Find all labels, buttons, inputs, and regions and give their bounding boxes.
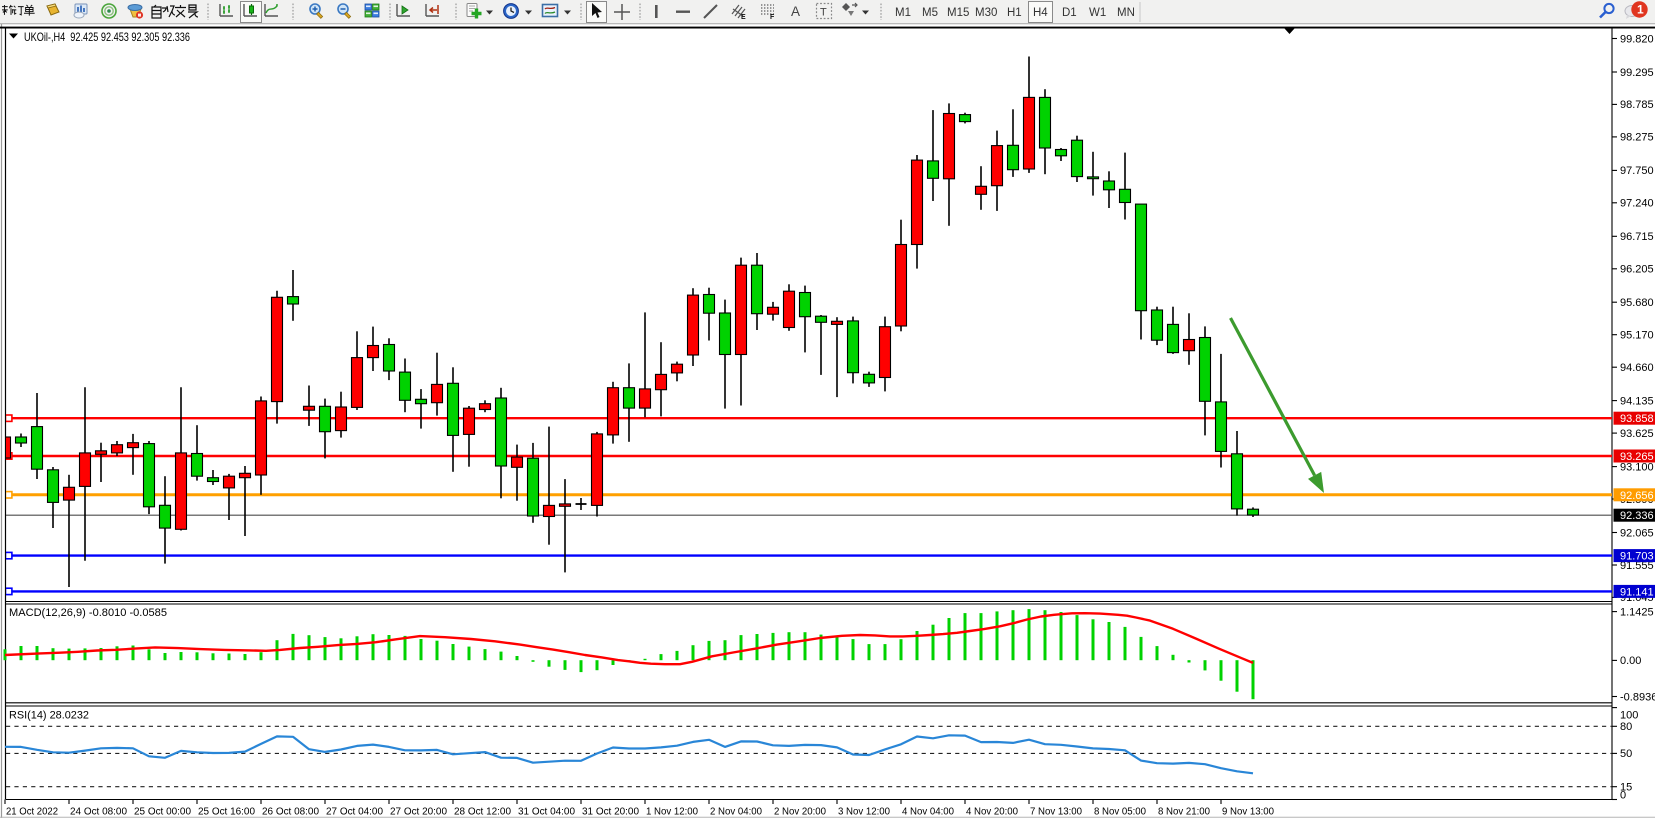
svg-text:95.680: 95.680 bbox=[1620, 297, 1654, 309]
svg-text:0.00: 0.00 bbox=[1620, 655, 1641, 667]
svg-text:1: 1 bbox=[1637, 3, 1644, 17]
svg-text:97.240: 97.240 bbox=[1620, 198, 1654, 210]
svg-text:1 Nov 12:00: 1 Nov 12:00 bbox=[646, 807, 698, 818]
svg-text:91.703: 91.703 bbox=[1620, 551, 1654, 563]
svg-text:92.065: 92.065 bbox=[1620, 527, 1654, 539]
svg-text:50: 50 bbox=[1620, 748, 1632, 760]
svg-text:28 Oct 12:00: 28 Oct 12:00 bbox=[454, 807, 511, 818]
svg-text:E: E bbox=[741, 14, 746, 21]
svg-text:M15: M15 bbox=[947, 7, 969, 19]
svg-text:93.265: 93.265 bbox=[1620, 451, 1654, 463]
svg-text:80: 80 bbox=[1620, 721, 1632, 733]
svg-text:0: 0 bbox=[1620, 789, 1626, 801]
svg-text:4 Nov 04:00: 4 Nov 04:00 bbox=[902, 807, 954, 818]
svg-text:T: T bbox=[820, 7, 827, 19]
svg-text:21 Oct 2022: 21 Oct 2022 bbox=[6, 807, 58, 818]
svg-text:95.170: 95.170 bbox=[1620, 330, 1654, 342]
svg-text:2 Nov 04:00: 2 Nov 04:00 bbox=[710, 807, 762, 818]
svg-text:3 Nov 12:00: 3 Nov 12:00 bbox=[838, 807, 890, 818]
svg-text:8 Nov 21:00: 8 Nov 21:00 bbox=[1158, 807, 1210, 818]
svg-text:98.275: 98.275 bbox=[1620, 132, 1654, 144]
svg-text:9 Nov 13:00: 9 Nov 13:00 bbox=[1222, 807, 1274, 818]
svg-text:D1: D1 bbox=[1062, 7, 1077, 19]
svg-text:99.820: 99.820 bbox=[1620, 33, 1654, 45]
svg-text:-0.8936: -0.8936 bbox=[1620, 691, 1655, 703]
svg-text:25 Oct 16:00: 25 Oct 16:00 bbox=[198, 807, 255, 818]
svg-text:99.295: 99.295 bbox=[1620, 67, 1654, 79]
svg-text:96.205: 96.205 bbox=[1620, 264, 1654, 276]
svg-text:F: F bbox=[770, 14, 775, 21]
svg-text:93.625: 93.625 bbox=[1620, 428, 1654, 440]
svg-text:M1: M1 bbox=[895, 7, 911, 19]
svg-text:24 Oct 08:00: 24 Oct 08:00 bbox=[70, 807, 127, 818]
svg-text:RSI(14) 28.0232: RSI(14) 28.0232 bbox=[9, 710, 89, 722]
svg-text:92.336: 92.336 bbox=[1620, 510, 1654, 522]
svg-text:27 Oct 04:00: 27 Oct 04:00 bbox=[326, 807, 383, 818]
svg-text:2 Nov 20:00: 2 Nov 20:00 bbox=[774, 807, 826, 818]
svg-text:96.715: 96.715 bbox=[1620, 231, 1654, 243]
svg-text:93.100: 93.100 bbox=[1620, 461, 1654, 473]
svg-text:W1: W1 bbox=[1089, 7, 1106, 19]
svg-text:94.660: 94.660 bbox=[1620, 362, 1654, 374]
svg-text:UKOil-,H4 92.425 92.453 92.30: UKOil-,H4 92.425 92.453 92.305 92.336 bbox=[24, 30, 190, 44]
svg-text:91.141: 91.141 bbox=[1620, 586, 1654, 598]
svg-text:M5: M5 bbox=[922, 7, 938, 19]
svg-text:7 Nov 13:00: 7 Nov 13:00 bbox=[1030, 807, 1082, 818]
svg-text:93.858: 93.858 bbox=[1620, 413, 1654, 425]
svg-text:31 Oct 04:00: 31 Oct 04:00 bbox=[518, 807, 575, 818]
svg-text:A: A bbox=[791, 4, 800, 19]
svg-text:25 Oct 00:00: 25 Oct 00:00 bbox=[134, 807, 191, 818]
svg-text:MN: MN bbox=[1117, 7, 1135, 19]
svg-text:31 Oct 20:00: 31 Oct 20:00 bbox=[582, 807, 639, 818]
svg-text:8 Nov 05:00: 8 Nov 05:00 bbox=[1094, 807, 1146, 818]
svg-text:27 Oct 20:00: 27 Oct 20:00 bbox=[390, 807, 447, 818]
svg-text:98.785: 98.785 bbox=[1620, 99, 1654, 111]
svg-text:H4: H4 bbox=[1033, 7, 1048, 19]
svg-text:MACD(12,26,9) -0.8010 -0.0585: MACD(12,26,9) -0.8010 -0.0585 bbox=[9, 607, 167, 619]
svg-text:4 Nov 20:00: 4 Nov 20:00 bbox=[966, 807, 1018, 818]
svg-text:94.135: 94.135 bbox=[1620, 395, 1654, 407]
svg-text:1.1425: 1.1425 bbox=[1620, 606, 1654, 618]
svg-text:97.750: 97.750 bbox=[1620, 165, 1654, 177]
svg-text:92.656: 92.656 bbox=[1620, 490, 1654, 502]
svg-text:H1: H1 bbox=[1007, 7, 1022, 19]
svg-text:100: 100 bbox=[1620, 709, 1638, 721]
svg-text:26 Oct 08:00: 26 Oct 08:00 bbox=[262, 807, 319, 818]
svg-text:M30: M30 bbox=[975, 7, 997, 19]
